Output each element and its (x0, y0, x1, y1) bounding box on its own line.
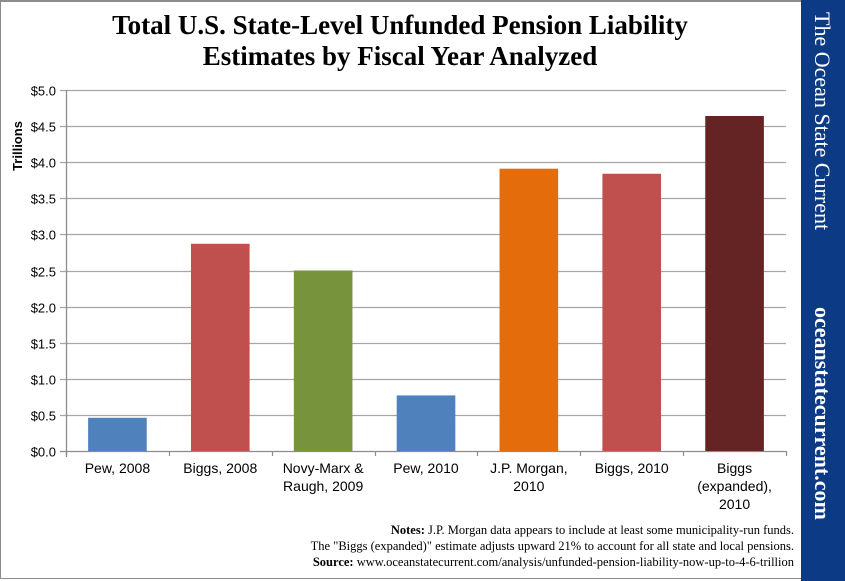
x-tick-label: 2010 (513, 478, 544, 494)
y-axis-ticks: $0.0 $0.5 $1.0 $1.5 $2.0 $2.5 $3.0 $3.5 $4.0 $4.5… (31, 84, 56, 460)
source-line: Source: www.oceanstatecurrent.com/analys… (234, 554, 794, 570)
brand-sidebar (801, 0, 845, 581)
bar (602, 173, 662, 451)
bar (705, 115, 764, 451)
bar (396, 395, 456, 451)
bar (293, 270, 353, 451)
brand-url[interactable]: oceanstatecurrent.com (810, 307, 835, 520)
notes-line-2: The "Biggs (expanded)" estimate adjusts … (310, 539, 794, 553)
chart-notes: Notes: J.P. Morgan data appears to inclu… (234, 522, 794, 570)
y-tick-label: $4.0 (31, 156, 56, 171)
chart-title: Total U.S. State-Level Unfunded Pension … (0, 10, 800, 72)
y-tick-label: $2.0 (31, 301, 56, 316)
bar (499, 168, 559, 451)
chart-title-line-1: Total U.S. State-Level Unfunded Pension … (112, 10, 688, 40)
x-tick-label: Biggs, 2010 (595, 460, 669, 476)
x-axis-labels: Pew, 2008 Biggs, 2008 Novy-Marx & Raugh, 20… (85, 460, 772, 512)
bar (190, 243, 250, 451)
source-url[interactable]: www.oceanstatecurrent.com/analysis/unfun… (356, 555, 794, 569)
x-tick-label: Pew, 2010 (393, 460, 459, 476)
bar-chart: $0.0 $0.5 $1.0 $1.5 $2.0 $2.5 $3.0 $3.5 $4.0 $4.5… (10, 84, 788, 512)
brand-name: The Ocean State Current (810, 12, 835, 231)
notes-text-1: J.P. Morgan data appears to include at l… (427, 523, 794, 537)
y-tick-label: $2.5 (31, 265, 56, 280)
x-tick-label: Novy-Marx & (283, 460, 365, 476)
x-tick-label: Biggs (717, 460, 752, 476)
gridlines (60, 89, 788, 457)
y-axis-label: Trillions (10, 121, 25, 171)
x-tick-label: Pew, 2008 (85, 460, 151, 476)
x-tick-label: (expanded), (697, 478, 772, 494)
x-tick-label: J.P. Morgan, (490, 460, 568, 476)
y-tick-label: $1.5 (31, 337, 56, 352)
notes-line-1: Notes: J.P. Morgan data appears to inclu… (234, 522, 794, 538)
x-tick-label: Biggs, 2008 (183, 460, 257, 476)
source-label: Source: (312, 555, 354, 569)
x-tick-label: 2010 (719, 496, 750, 512)
y-tick-label: $0.5 (31, 409, 56, 424)
bar (88, 417, 147, 451)
y-tick-label: $5.0 (31, 84, 56, 99)
y-tick-label: $3.5 (31, 192, 56, 207)
notes-label: Notes: (390, 523, 425, 537)
y-tick-label: $4.5 (31, 120, 56, 135)
y-tick-label: $3.0 (31, 228, 56, 243)
y-tick-label: $1.0 (31, 373, 56, 388)
chart-title-line-2: Estimates by Fiscal Year Analyzed (202, 41, 598, 71)
y-tick-label: $0.0 (31, 445, 56, 460)
x-tick-label: Raugh, 2009 (283, 478, 363, 494)
bars (88, 115, 764, 451)
